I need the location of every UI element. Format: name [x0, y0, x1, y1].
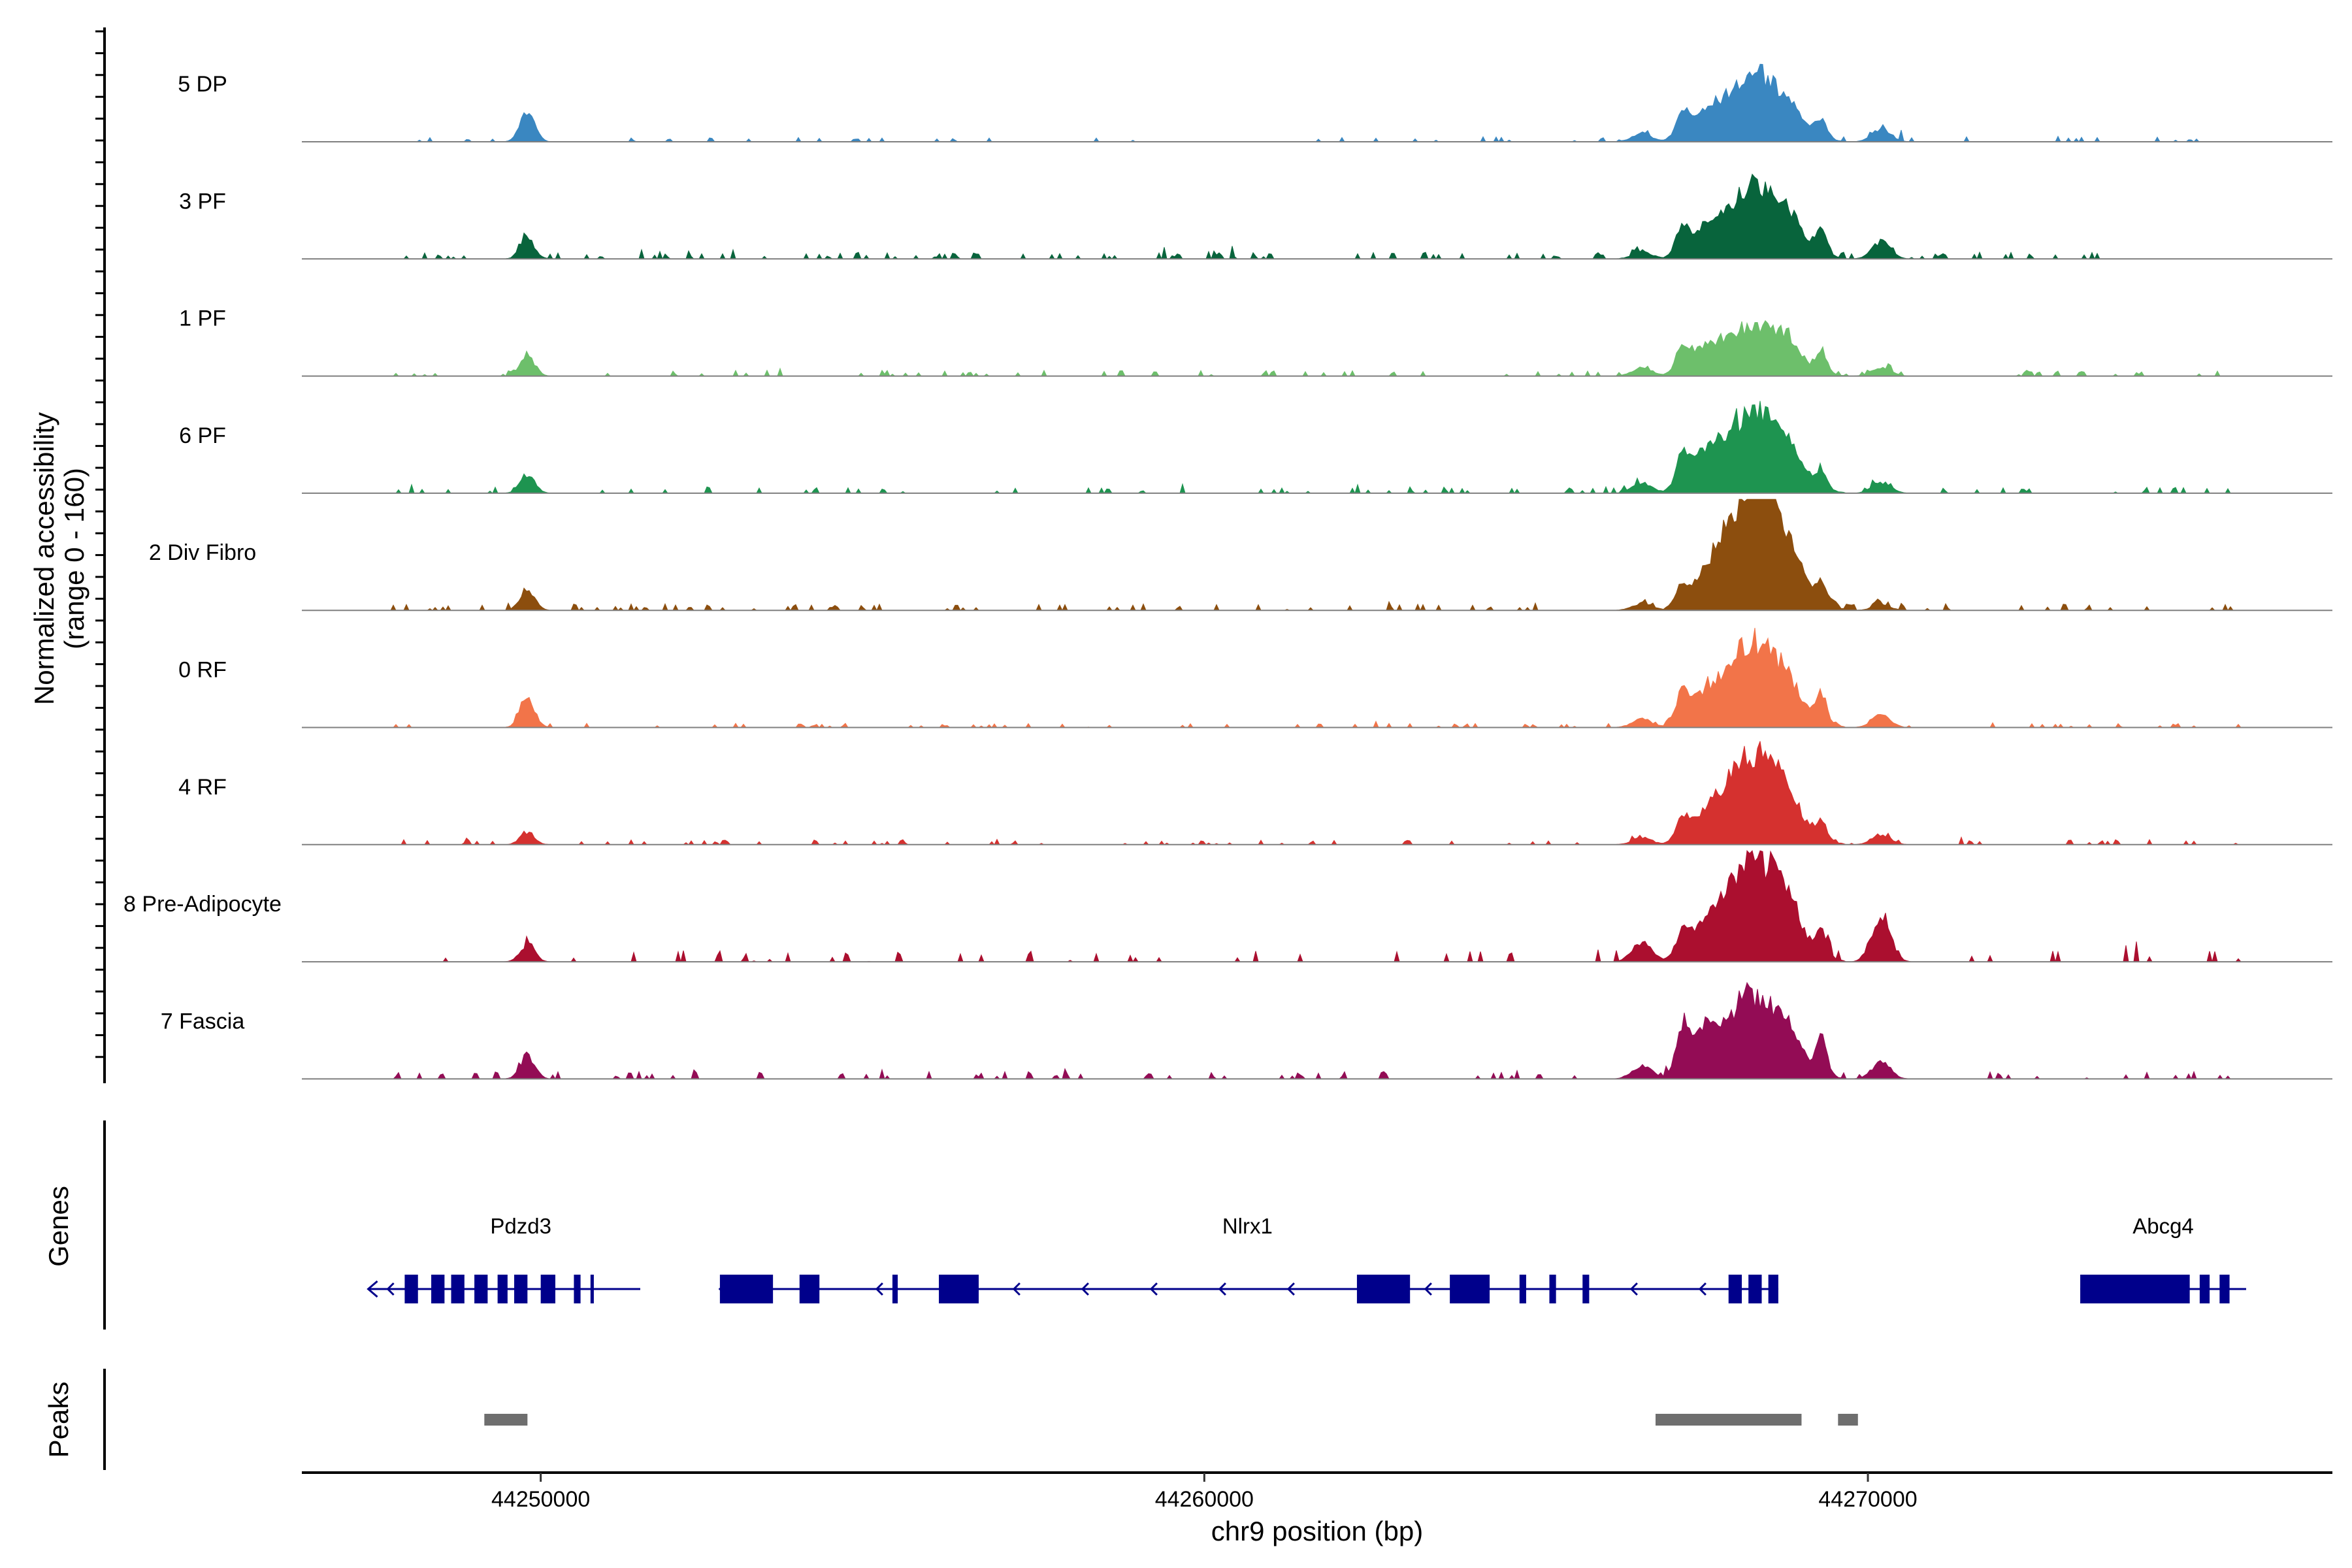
coverage-area	[302, 849, 2332, 963]
exon	[514, 1275, 528, 1303]
strand-arrow	[386, 1282, 395, 1296]
x-axis-title: chr9 position (bp)	[1211, 1516, 1424, 1546]
gene-label: Nlrx1	[1222, 1214, 1273, 1238]
gene: Pdzd3	[367, 1214, 640, 1303]
exon	[431, 1275, 445, 1303]
coverage-area	[302, 400, 2332, 495]
coverage-track: 6 PF	[179, 400, 2332, 495]
exon	[2080, 1275, 2190, 1303]
exon	[1768, 1275, 1778, 1303]
exon	[1519, 1275, 1526, 1303]
exon	[799, 1275, 820, 1303]
exon	[451, 1275, 465, 1303]
coverage-tracks: 5 DP 3 PF 1 PF 6 PF 2 Div Fibro 0 RF 4 RF 8 Pre…	[123, 63, 2332, 1080]
coverage-area	[302, 741, 2332, 845]
exon	[1728, 1275, 1742, 1303]
track-label: 6 PF	[179, 423, 226, 448]
track-label: 8 Pre-Adipocyte	[123, 892, 282, 917]
exon	[540, 1275, 555, 1303]
coverage-track: 2 Div Fibro	[149, 498, 2332, 612]
exon	[1748, 1275, 1762, 1303]
x-tick-label: 44270000	[1818, 1487, 1917, 1512]
track-label: 5 DP	[178, 72, 227, 97]
track-label: 3 PF	[179, 189, 226, 214]
exon	[892, 1275, 898, 1303]
strand-arrow	[1149, 1282, 1158, 1296]
strand-arrow	[1424, 1282, 1432, 1296]
track-label: 1 PF	[179, 306, 226, 331]
exon	[719, 1275, 774, 1303]
strand-arrow	[1218, 1282, 1226, 1296]
coverage-y-axis-ticks	[95, 30, 105, 1058]
coverage-area	[302, 628, 2332, 728]
y-axis-title: Normalized accessibility	[29, 412, 59, 705]
coverage-area	[302, 498, 2332, 612]
x-axis-ticks: 44250000 44260000 44270000	[491, 1473, 1918, 1512]
exon	[2219, 1275, 2230, 1303]
exon	[574, 1275, 581, 1303]
strand-arrow	[1698, 1282, 1707, 1296]
track-label: 0 RF	[178, 658, 227, 683]
track-label: 4 RF	[178, 775, 227, 800]
exon	[939, 1275, 979, 1303]
strand-arrow	[367, 1280, 378, 1298]
gene-annotation-track: Pdzd3 Nlrx1 Abcg4	[367, 1214, 2246, 1303]
coverage-track: 8 Pre-Adipocyte	[123, 849, 2332, 963]
exon	[1356, 1275, 1411, 1303]
coverage-area	[302, 63, 2332, 143]
genes-panel-title: Genes	[43, 1186, 74, 1267]
coverage-track: 3 PF	[179, 173, 2332, 260]
coverage-y-axis	[95, 27, 106, 1083]
exon	[590, 1275, 594, 1303]
gene-label: Abcg4	[2132, 1214, 2194, 1238]
coverage-track: 7 Fascia	[161, 981, 2332, 1080]
peak-regions-track	[484, 1414, 1858, 1426]
coverage-track: 5 DP	[178, 63, 2332, 143]
x-tick-label: 44250000	[491, 1487, 590, 1512]
coverage-track: 0 RF	[178, 628, 2332, 728]
coverage-area	[302, 173, 2332, 260]
strand-arrow	[875, 1282, 883, 1296]
x-tick-label: 44260000	[1155, 1487, 1254, 1512]
exon	[474, 1275, 488, 1303]
track-label: 2 Div Fibro	[149, 540, 256, 565]
peaks-panel-title: Peaks	[43, 1382, 74, 1458]
y-axis-range: (range 0 - 160)	[59, 468, 90, 649]
strand-arrow	[1012, 1282, 1021, 1296]
exon	[1450, 1275, 1490, 1303]
exon	[404, 1275, 418, 1303]
peak-region	[1656, 1414, 1802, 1426]
strand-arrow	[1286, 1282, 1295, 1296]
exon	[1582, 1275, 1590, 1303]
exon	[1549, 1275, 1556, 1303]
strand-arrow	[1629, 1282, 1638, 1296]
peak-region	[484, 1414, 528, 1426]
exon	[497, 1275, 508, 1303]
peak-region	[1838, 1414, 1858, 1426]
gene: Nlrx1	[718, 1214, 1778, 1303]
exon	[2199, 1275, 2210, 1303]
coverage-track: 4 RF	[178, 741, 2332, 845]
strand-arrow	[1081, 1282, 1089, 1296]
coverage-area	[302, 981, 2332, 1080]
gene-label: Pdzd3	[490, 1214, 551, 1238]
coverage-track: 1 PF	[179, 306, 2332, 377]
coverage-area	[302, 319, 2332, 377]
gene: Abcg4	[2080, 1214, 2246, 1303]
track-label: 7 Fascia	[161, 1009, 245, 1034]
